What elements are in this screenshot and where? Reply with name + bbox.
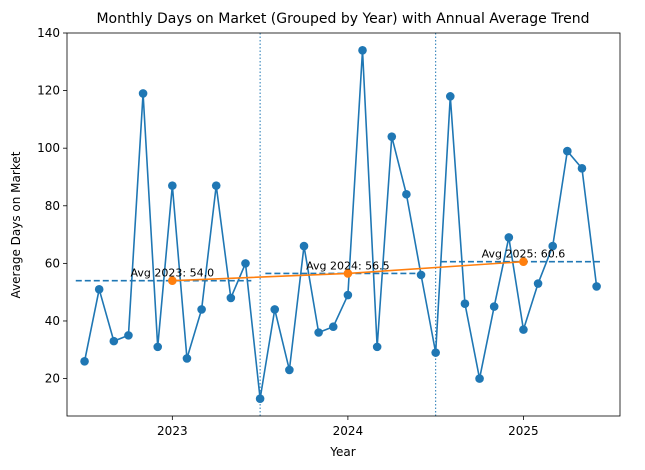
monthly-point: [197, 305, 206, 314]
monthly-point: [153, 342, 163, 352]
monthly-point: [124, 331, 133, 340]
monthly-point: [592, 282, 601, 291]
monthly-point: [372, 342, 382, 352]
plot-frame: [66, 32, 621, 417]
y-tick-label: 100: [37, 141, 60, 155]
monthly-point: [548, 241, 558, 251]
x-tick-label: 2023: [157, 424, 188, 438]
monthly-point: [255, 394, 265, 404]
y-tick-label: 120: [37, 84, 60, 98]
monthly-point: [226, 293, 236, 303]
monthly-point: [168, 181, 177, 190]
monthly-point: [182, 354, 192, 363]
average-label-2025: Avg 2025: 60.6: [482, 248, 566, 261]
monthly-series: [80, 45, 601, 404]
monthly-point: [285, 365, 294, 375]
monthly-point: [387, 132, 397, 141]
monthly-point: [94, 284, 104, 294]
average-annotations: Avg 2023: 54.0 Avg 2024: 56.5 Avg 2025: 60…: [131, 248, 566, 280]
y-tick-label: 80: [45, 199, 60, 213]
average-label-2023: Avg 2023: 54.0: [131, 267, 215, 280]
x-axis-ticks: 2023 2024 2025: [157, 416, 539, 438]
x-tick-label: 2025: [508, 424, 539, 438]
monthly-point: [431, 348, 440, 357]
average-label-2024: Avg 2024: 56.5: [306, 259, 390, 272]
y-tick-label: 20: [45, 372, 60, 386]
y-tick-label: 60: [45, 256, 60, 270]
chart-title: Monthly Days on Market (Grouped by Year)…: [96, 11, 589, 27]
y-tick-label: 140: [37, 26, 60, 40]
monthly-point: [109, 336, 119, 346]
trend-point-2023: [168, 276, 177, 285]
monthly-point: [504, 233, 514, 242]
monthly-point: [299, 241, 309, 251]
monthly-point: [211, 181, 221, 190]
monthly-point: [138, 89, 148, 98]
monthly-point: [533, 279, 543, 288]
monthly-point: [270, 305, 280, 314]
monthly-point: [314, 328, 323, 337]
monthly-point: [358, 45, 367, 55]
trend-point-2025: [519, 257, 528, 266]
monthly-point: [328, 322, 338, 332]
monthly-point: [241, 259, 250, 268]
monthly-point: [489, 302, 499, 311]
monthly-point: [445, 92, 455, 101]
monthly-point: [475, 374, 484, 383]
monthly-point: [460, 299, 470, 308]
x-axis-label: Year: [329, 445, 355, 459]
monthly-point: [519, 325, 528, 334]
annual-average-lines: [75, 260, 603, 282]
monthly-point: [80, 356, 89, 366]
monthly-line: [83, 50, 598, 399]
trend-point-2024: [343, 269, 353, 278]
y-axis-ticks: 20 40 60 80 100 120 140: [37, 26, 67, 386]
monthly-point: [563, 146, 572, 156]
monthly-point: [416, 270, 426, 280]
annual-trend-series: [168, 257, 528, 285]
monthly-point: [343, 290, 353, 300]
x-tick-label: 2024: [333, 424, 364, 438]
monthly-point: [402, 189, 411, 199]
y-tick-label: 40: [45, 314, 60, 328]
monthly-point: [577, 164, 587, 173]
y-axis-label: Average Days on Market: [9, 151, 23, 298]
